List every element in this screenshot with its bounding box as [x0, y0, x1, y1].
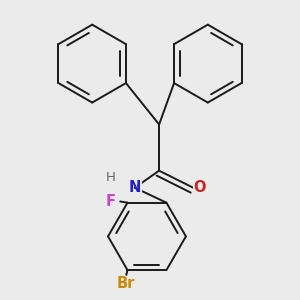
- Text: F: F: [106, 194, 116, 209]
- Text: O: O: [193, 180, 206, 195]
- Text: N: N: [129, 180, 141, 195]
- Text: H: H: [106, 172, 116, 184]
- Text: N: N: [127, 178, 143, 197]
- Text: H: H: [103, 169, 118, 187]
- Text: F: F: [104, 192, 117, 211]
- Text: Br: Br: [114, 274, 138, 293]
- Text: O: O: [191, 178, 207, 197]
- Text: Br: Br: [117, 276, 136, 291]
